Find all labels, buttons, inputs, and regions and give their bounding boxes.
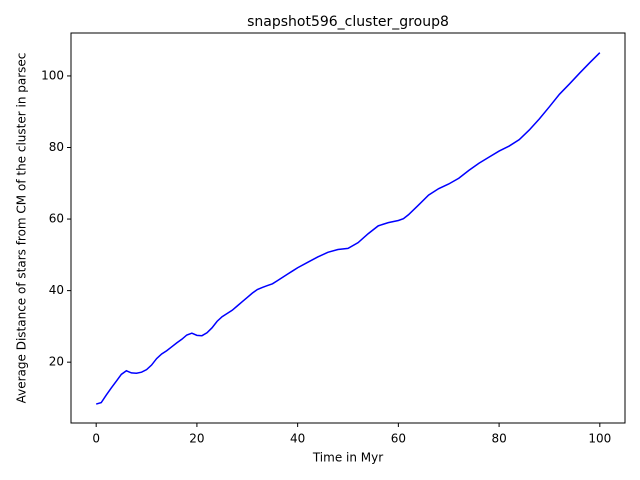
x-tick-label: 80 — [491, 432, 506, 446]
x-axis-label: Time in Myr — [312, 451, 383, 465]
x-tick-label: 40 — [290, 432, 305, 446]
x-tick-label: 0 — [92, 432, 100, 446]
x-tick-label: 60 — [391, 432, 406, 446]
y-axis-label: Average Distance of stars from CM of the… — [15, 53, 29, 404]
y-tick-label: 60 — [49, 212, 64, 226]
data-line — [95, 52, 601, 405]
y-tick-label: 40 — [49, 283, 64, 297]
x-tick-label: 100 — [588, 432, 611, 446]
y-tick-label: 20 — [49, 355, 64, 369]
y-tick-label: 100 — [41, 68, 64, 82]
y-tick-label: 80 — [49, 140, 64, 154]
axes-frame — [70, 32, 626, 424]
x-tick-label: 20 — [189, 432, 204, 446]
chart-title: snapshot596_cluster_group8 — [247, 14, 449, 30]
